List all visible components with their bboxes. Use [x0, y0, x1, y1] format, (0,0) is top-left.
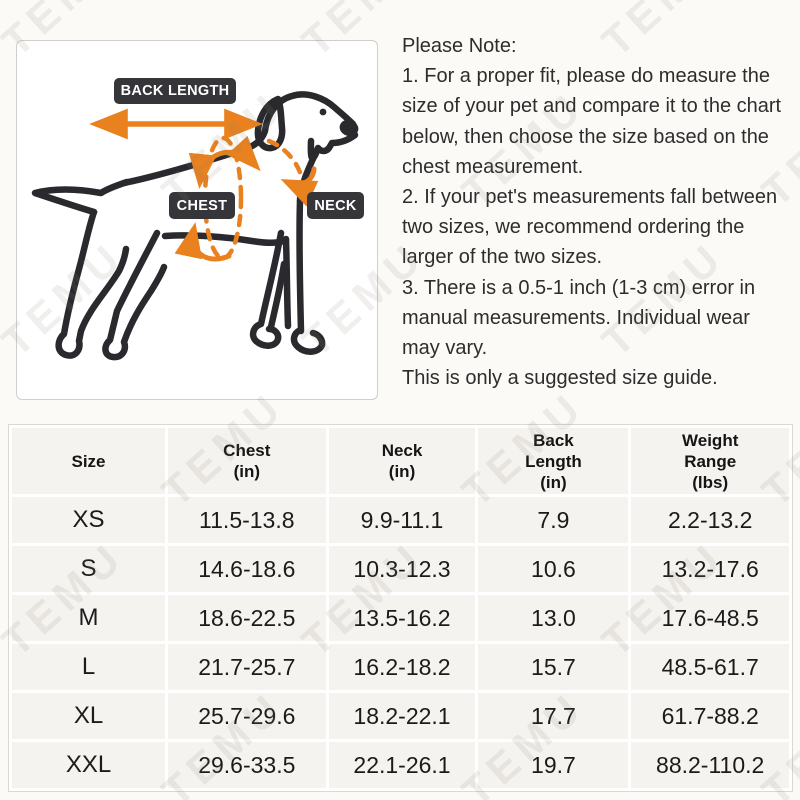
header-size: Size — [12, 428, 165, 494]
neck-value: 18.2-22.1 — [328, 693, 476, 739]
size-value: XS — [12, 497, 165, 543]
size-chart-table: Size Chest (in) Neck (in) Back Length (i… — [8, 424, 793, 792]
table-row: XXL 29.6-33.5 22.1-26.1 19.7 88.2-110.2 — [12, 742, 789, 788]
chest-badge: CHEST — [169, 192, 235, 219]
please-note-text: Please Note: 1. For a proper fit, please… — [402, 31, 800, 393]
chest-value: 14.6-18.6 — [168, 546, 326, 592]
dog-outline — [31, 91, 359, 361]
table-header-row: Size Chest (in) Neck (in) Back Length (i… — [12, 428, 789, 494]
table-row: M 18.6-22.5 13.5-16.2 13.0 17.6-48.5 — [12, 595, 789, 641]
dog-nose — [339, 119, 359, 137]
size-value: S — [12, 546, 165, 592]
note-line: manual measurements. Individual wear — [402, 306, 750, 329]
back-length-badge-label: BACK LENGTH — [120, 83, 230, 99]
header-back-length: Back Length (in) — [478, 428, 629, 494]
neck-value: 13.5-16.2 — [328, 595, 476, 641]
table-row: S 14.6-18.6 10.3-12.3 10.6 13.2-17.6 — [12, 546, 789, 592]
note-line: chest measurement. — [402, 155, 584, 178]
chest-value: 29.6-33.5 — [168, 742, 326, 788]
chest-arc-bottom — [174, 222, 232, 262]
note-line: 2. If your pet's measurements fall betwe… — [402, 186, 778, 209]
neck-value: 22.1-26.1 — [328, 742, 476, 788]
back-length-value: 19.7 — [478, 742, 629, 788]
chest-value: 25.7-29.6 — [168, 693, 326, 739]
chest-badge-label: CHEST — [176, 197, 228, 214]
size-value: XL — [12, 693, 165, 739]
weight-value: 17.6-48.5 — [631, 595, 789, 641]
note-line: This is only a suggested size guide. — [402, 367, 718, 390]
table-row: XS 11.5-13.8 9.9-11.1 7.9 2.2-13.2 — [12, 497, 789, 543]
back-length-value: 17.7 — [478, 693, 629, 739]
note-line: below, then choose the size based on the — [402, 125, 769, 148]
dog-measurement-diagram: BACK LENGTH CHEST NECK — [16, 40, 378, 400]
back-length-value: 15.7 — [478, 644, 629, 690]
neck-value: 10.3-12.3 — [328, 546, 476, 592]
chest-value: 18.6-22.5 — [168, 595, 326, 641]
weight-value: 13.2-17.6 — [631, 546, 789, 592]
chest-value: 11.5-13.8 — [168, 497, 326, 543]
neck-measure-arc — [266, 138, 304, 178]
table-row: L 21.7-25.7 16.2-18.2 15.7 48.5-61.7 — [12, 644, 789, 690]
header-neck: Neck (in) — [328, 428, 476, 494]
neck-value: 9.9-11.1 — [328, 497, 476, 543]
dog-eye — [319, 108, 327, 116]
back-length-badge: BACK LENGTH — [114, 78, 236, 104]
table-row: XL 25.7-29.6 18.2-22.1 17.7 61.7-88.2 — [12, 693, 789, 739]
neck-badge: NECK — [307, 192, 364, 219]
note-line: size of your pet and compare it to the c… — [402, 95, 782, 118]
back-length-value: 13.0 — [478, 595, 629, 641]
chest-arc-top — [188, 135, 261, 189]
size-value: XXL — [12, 742, 165, 788]
weight-value: 88.2-110.2 — [631, 742, 789, 788]
size-value: M — [12, 595, 165, 641]
weight-value: 61.7-88.2 — [631, 693, 789, 739]
note-line: may vary. — [402, 337, 488, 360]
neck-value: 16.2-18.2 — [328, 644, 476, 690]
size-value: L — [12, 644, 165, 690]
header-weight: Weight Range (lbs) — [631, 428, 789, 494]
weight-value: 2.2-13.2 — [631, 497, 789, 543]
weight-value: 48.5-61.7 — [631, 644, 789, 690]
neck-badge-label: NECK — [314, 197, 357, 214]
back-length-value: 7.9 — [478, 497, 629, 543]
note-line: two sizes, we recommend ordering the — [402, 216, 745, 239]
note-line: 1. For a proper fit, please do measure t… — [402, 65, 770, 88]
header-chest: Chest (in) — [168, 428, 326, 494]
note-line: larger of the two sizes. — [402, 246, 603, 269]
back-length-value: 10.6 — [478, 546, 629, 592]
chest-value: 21.7-25.7 — [168, 644, 326, 690]
note-line: 3. There is a 0.5-1 inch (1-3 cm) error … — [402, 276, 756, 299]
neck-arrow — [280, 166, 319, 207]
note-title: Please Note: — [402, 35, 517, 57]
